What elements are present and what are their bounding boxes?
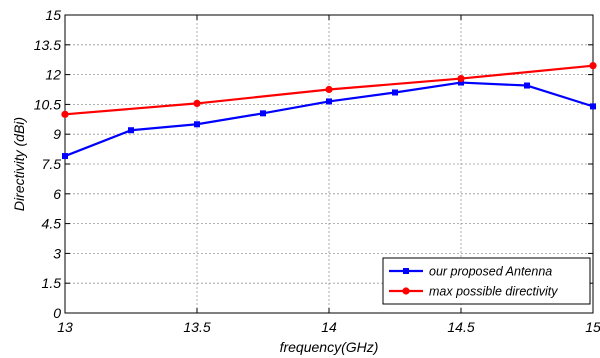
legend-label-1: max possible directivity <box>429 285 558 299</box>
y-tick-label: 7.5 <box>42 156 62 172</box>
y-tick-label: 4.5 <box>42 216 62 232</box>
x-tick-label: 14 <box>321 319 337 335</box>
x-tick-label: 15 <box>585 319 600 335</box>
series-1-point <box>589 62 596 69</box>
series-0-point <box>62 153 68 159</box>
series-0-point <box>392 89 398 95</box>
y-tick-label: 3 <box>53 245 61 261</box>
y-tick-label: 1.5 <box>42 275 62 291</box>
legend-marker-1 <box>402 287 409 294</box>
y-tick-label: 0 <box>53 305 61 321</box>
y-axis-title: Directivity (dBi) <box>11 117 27 211</box>
series-1-point <box>457 75 464 82</box>
legend: our proposed Antenna max possible directi… <box>383 258 590 304</box>
x-tick-label: 13.5 <box>183 319 210 335</box>
x-tick-label: 14.5 <box>447 319 474 335</box>
series-0-point <box>326 98 332 104</box>
series-0-point <box>194 121 200 127</box>
y-tick-label: 10.5 <box>34 96 61 112</box>
y-tick-label: 12 <box>45 67 61 83</box>
y-tick-label: 9 <box>53 126 61 142</box>
x-axis-title: frequency(GHz) <box>280 339 379 355</box>
legend-label-0: our proposed Antenna <box>429 265 552 279</box>
series-0-point <box>590 103 596 109</box>
y-tick-label: 13.5 <box>34 37 61 53</box>
series-1-point <box>61 111 68 118</box>
series-1-point <box>325 86 332 93</box>
legend-marker-0 <box>403 268 409 274</box>
series-0-point <box>524 83 530 89</box>
series-0-point <box>128 127 134 133</box>
series-1-point <box>193 100 200 107</box>
y-tick-label: 15 <box>45 7 61 23</box>
series-0-point <box>260 110 266 116</box>
y-tick-label: 6 <box>53 186 61 202</box>
x-tick-label: 13 <box>57 319 73 335</box>
